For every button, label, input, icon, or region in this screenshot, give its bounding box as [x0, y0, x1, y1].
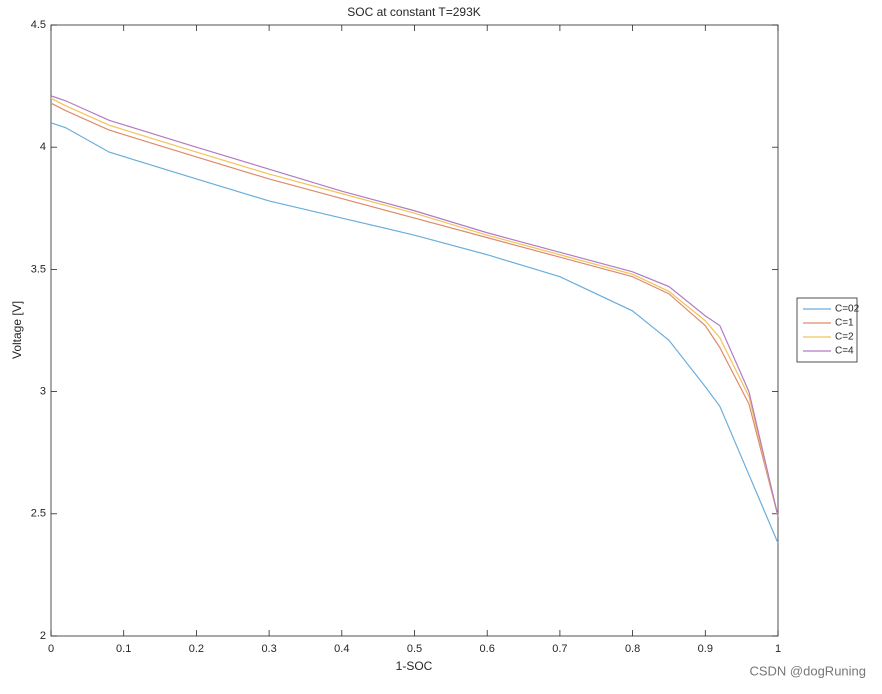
legend-label: C=02: [835, 304, 860, 315]
legend-label: C=2: [835, 332, 854, 343]
x-tick-label: 0.1: [116, 643, 131, 655]
x-tick-label: 0.8: [625, 643, 640, 655]
x-tick-label: 0.6: [480, 643, 495, 655]
x-tick-label: 0.9: [698, 643, 713, 655]
x-tick-label: 0: [48, 643, 54, 655]
y-axis-label: Voltage [V]: [10, 301, 24, 359]
series-line: [50, 122, 779, 544]
x-tick-label: 0.5: [407, 643, 422, 655]
series-line: [50, 95, 779, 517]
y-tick-label: 3.5: [31, 263, 46, 275]
x-tick-label: 1: [775, 643, 781, 655]
y-tick-label: 2.5: [31, 508, 46, 520]
legend-label: C=4: [835, 346, 854, 357]
series-line: [50, 102, 779, 517]
x-tick-label: 0.7: [552, 643, 567, 655]
x-tick-label: 0.4: [334, 643, 349, 655]
watermark: CSDN @dogRuning: [749, 663, 866, 678]
y-tick-label: 3: [40, 386, 46, 398]
series-line: [50, 97, 779, 517]
x-axis-label: 1-SOC: [396, 659, 433, 673]
x-tick-label: 0.2: [189, 643, 204, 655]
plot-area: [50, 24, 779, 637]
legend-label: C=1: [835, 318, 854, 329]
x-tick-label: 0.3: [261, 643, 276, 655]
y-tick-label: 4: [40, 141, 46, 153]
y-tick-label: 2: [40, 630, 46, 642]
chart-title: SOC at constant T=293K: [347, 5, 481, 19]
y-tick-label: 4.5: [31, 19, 46, 31]
